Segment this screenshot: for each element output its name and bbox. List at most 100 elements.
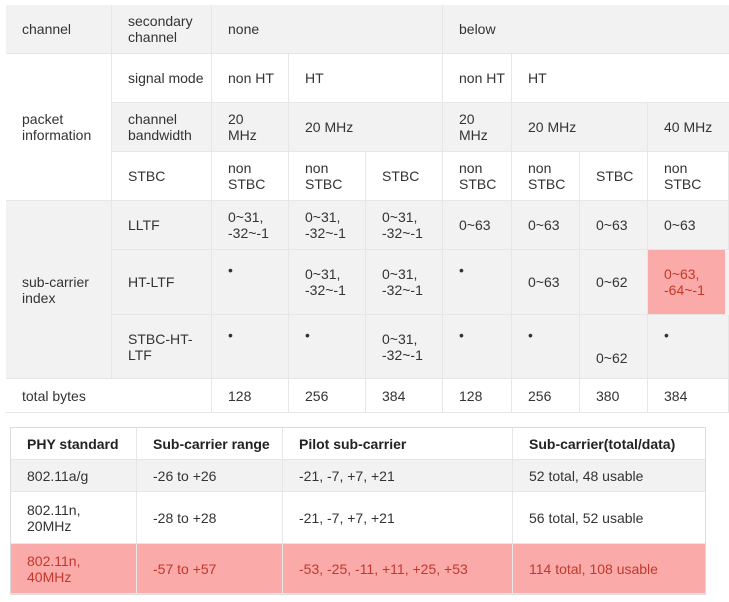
bandwidth-value: 20 MHz [228, 111, 257, 143]
total-bytes-value: 384 [382, 387, 406, 404]
total-bytes-value: 128 [459, 387, 483, 404]
bandwidth-value: 20 MHz [459, 111, 488, 143]
phy-standard-value: 802.11a/g [27, 467, 89, 484]
lltf-cell: 0~63 [512, 201, 580, 250]
lltf-cell: 0~63 [580, 201, 648, 250]
header-label: Sub-carrier range [153, 435, 270, 452]
col-header-pilot-sub-carrier: Pilot sub-carrier [283, 428, 513, 460]
htltf-cell: 0~63 [512, 250, 580, 315]
stbc-htltf-cell: • [443, 315, 512, 379]
table-row-cell-highlighted: 802.11n, 40MHz [11, 544, 137, 594]
stbc-cell: non STBC [212, 152, 289, 201]
lltf-cell: 0~31, -32~-1 [289, 201, 366, 250]
total-bytes-value: 256 [528, 387, 552, 404]
signal-mode-cell: HT [289, 54, 443, 103]
stbc-cell: STBC [580, 152, 648, 201]
channel-header: channel [6, 5, 112, 54]
phy-standard-value: 802.11n, 40MHz [27, 552, 81, 585]
signal-mode-value: HT [305, 70, 324, 86]
table-row-cell: 52 total, 48 usable [513, 460, 705, 492]
sub-carrier-range-value: -28 to +28 [153, 509, 217, 526]
stbc-value: non STBC [664, 160, 702, 192]
total-bytes-cell: 128 [443, 379, 512, 413]
stbc-htltf-value: • [528, 327, 533, 343]
table-row-cell: -28 to +28 [137, 492, 283, 544]
sub-carrier-index-header: sub-carrier index [6, 201, 112, 379]
stbc-htltf-value: 0~62 [596, 350, 628, 366]
stbc-htltf-value: • [664, 327, 669, 343]
signal-mode-value: HT [528, 70, 547, 86]
lltf-value: 0~31, -32~-1 [228, 209, 269, 241]
htltf-cell: • [212, 250, 289, 315]
signal-mode-value: non HT [459, 70, 505, 86]
table-row-cell: 802.11a/g [11, 460, 137, 492]
col-header-sub-carrier-range: Sub-carrier range [137, 428, 283, 460]
bandwidth-value: 20 MHz [305, 119, 354, 135]
stbc-header: STBC [112, 152, 212, 201]
stbc-cell: non STBC [289, 152, 366, 201]
lltf-value: 0~63 [459, 217, 491, 233]
htltf-cell-highlighted: 0~63, -64~-1 [648, 250, 725, 315]
stbc-htltf-cell: • [512, 315, 580, 379]
stbc-htltf-value: 0~31, -32~-1 [382, 330, 423, 363]
htltf-cell: 0~31, -32~-1 [289, 250, 366, 315]
table-row-cell: -21, -7, +7, +21 [283, 492, 513, 544]
sub-carrier-total-value: 56 total, 52 usable [529, 509, 644, 526]
channel-bandwidth-header: channel bandwidth [112, 103, 212, 152]
stbc-htltf-cell: 0~62 [580, 315, 648, 379]
signal-mode-cell: non HT [212, 54, 289, 103]
stbc-cell: non STBC [648, 152, 729, 201]
lltf-header: LLTF [112, 201, 212, 250]
stbc-htltf-cell: • [648, 315, 729, 379]
stbc-htltf-cell: • [289, 315, 366, 379]
lltf-label: LLTF [128, 217, 160, 233]
table-row-cell-highlighted: -57 to +57 [137, 544, 283, 594]
stbc-htltf-cell: • [212, 315, 289, 379]
htltf-cell: 0~62 [580, 250, 648, 315]
stbc-htltf-value: • [459, 327, 464, 343]
sub-carrier-index-label: sub-carrier index [22, 273, 89, 306]
stbc-value: non STBC [528, 160, 566, 192]
packet-information-label: packet information [22, 111, 92, 143]
total-bytes-cell: 128 [212, 379, 289, 413]
total-bytes-cell: 380 [580, 379, 648, 413]
cell-edge [725, 250, 729, 315]
bandwidth-cell: 20 MHz [289, 103, 443, 152]
total-bytes-cell: 256 [289, 379, 366, 413]
htltf-value: 0~31, -32~-1 [305, 266, 346, 298]
total-bytes-cell: 384 [366, 379, 443, 413]
cropped-text-fragment [100, 594, 108, 602]
table-row-cell: -26 to +26 [137, 460, 283, 492]
channel-label: channel [22, 21, 72, 37]
signal-mode-cell: non HT [443, 54, 512, 103]
sub-carrier-total-value: 52 total, 48 usable [529, 467, 644, 484]
col-header-phy-standard: PHY standard [11, 428, 137, 460]
signal-mode-value: non HT [228, 70, 274, 86]
sub-carrier-total-value: 114 total, 108 usable [529, 560, 658, 577]
stbc-value: STBC [382, 168, 420, 184]
lltf-cell: 0~63 [443, 201, 512, 250]
total-bytes-header: total bytes [6, 379, 212, 413]
stbc-label: STBC [128, 168, 166, 184]
bandwidth-value: 40 MHz [664, 119, 713, 135]
col-header-sub-carrier-total: Sub-carrier(total/data) [513, 428, 705, 460]
stbc-cell: STBC [366, 152, 443, 201]
subcarrier-table: channel secondary channel none below pac… [6, 5, 729, 413]
header-label: Pilot sub-carrier [299, 435, 407, 452]
header-label: PHY standard [27, 435, 119, 452]
htltf-value: 0~31, -32~-1 [382, 266, 423, 298]
total-bytes-value: 384 [664, 387, 688, 404]
total-bytes-label: total bytes [22, 387, 86, 404]
channel-bandwidth-label: channel bandwidth [128, 111, 192, 143]
total-bytes-value: 128 [228, 387, 252, 404]
bandwidth-value: 20 MHz [528, 119, 577, 135]
stbc-htltf-value: • [228, 327, 233, 343]
table-row-cell-highlighted: -53, -25, -11, +11, +25, +53 [283, 544, 513, 594]
pilot-sub-carrier-value: -53, -25, -11, +11, +25, +53 [299, 560, 468, 577]
lltf-value: 0~63 [528, 217, 560, 233]
lltf-value: 0~63 [596, 217, 628, 233]
table-row-cell-highlighted: 114 total, 108 usable [513, 544, 705, 594]
htltf-cell: • [443, 250, 512, 315]
lltf-value: 0~63 [664, 217, 696, 233]
phy-standard-value: 802.11n, 20MHz [27, 501, 81, 534]
